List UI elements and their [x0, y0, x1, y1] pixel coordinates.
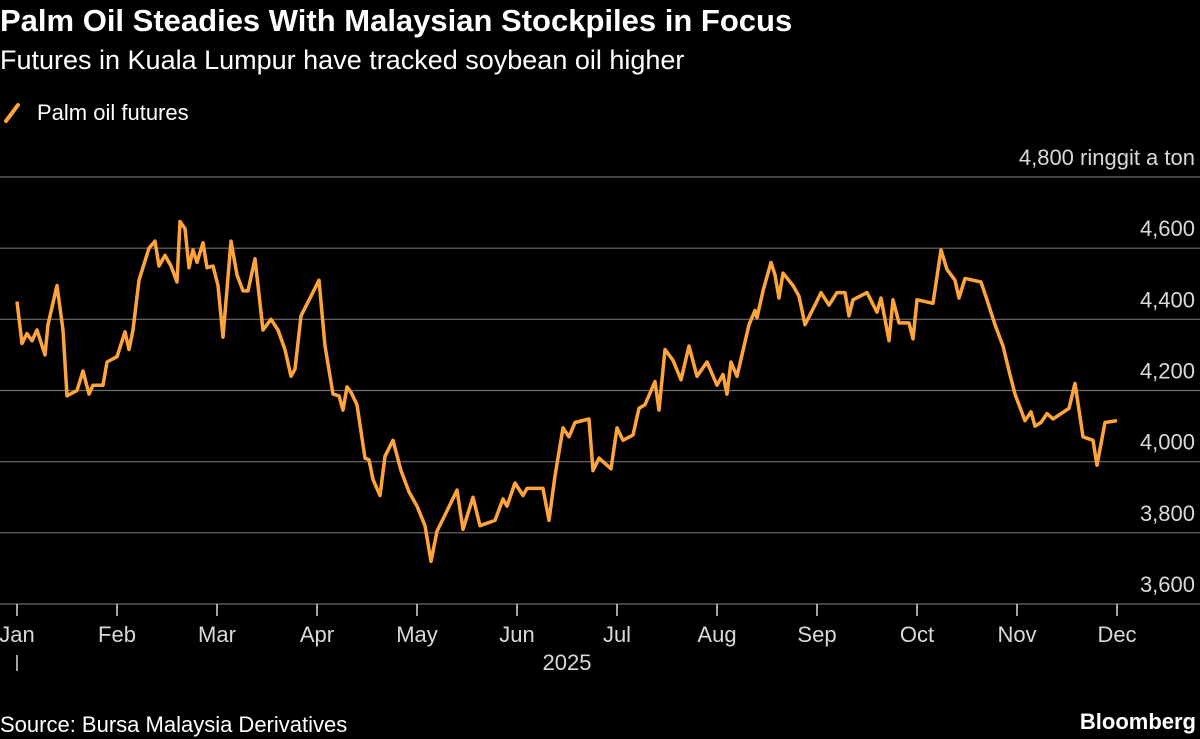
legend-swatch: [4, 103, 20, 123]
x-tick-label: Nov: [997, 622, 1036, 647]
x-tick-label: Jun: [499, 622, 534, 647]
x-tick-label: Dec: [1097, 622, 1136, 647]
source: Source: Bursa Malaysia Derivatives: [0, 712, 347, 737]
year-label: 2025: [543, 650, 592, 675]
y-tick-label: 4,400: [1140, 287, 1195, 312]
x-tick-label: Jan: [0, 622, 35, 647]
x-tick-label: Sep: [797, 622, 836, 647]
x-tick-label: May: [396, 622, 438, 647]
x-tick-label: Oct: [900, 622, 934, 647]
brand: Bloomberg: [1080, 709, 1196, 734]
chart-subtitle: Futures in Kuala Lumpur have tracked soy…: [0, 45, 684, 75]
y-tick-label: 4,200: [1140, 359, 1195, 384]
data-line: [15, 219, 1118, 564]
y-tick-label: 4,600: [1140, 216, 1195, 241]
y-tick-label: 3,800: [1140, 501, 1195, 526]
y-tick-label: 4,800 ringgit a ton: [1019, 145, 1195, 170]
chart-title: Palm Oil Steadies With Malaysian Stockpi…: [0, 3, 792, 38]
x-tick-label: Apr: [300, 622, 334, 647]
x-tick-label: Mar: [198, 622, 236, 647]
legend-label: Palm oil futures: [37, 100, 189, 125]
x-tick-label: Aug: [697, 622, 736, 647]
x-tick-label: Jul: [603, 622, 631, 647]
y-tick-label: 4,000: [1140, 430, 1195, 455]
y-tick-label: 3,600: [1140, 572, 1195, 597]
x-tick-label: Feb: [98, 622, 136, 647]
